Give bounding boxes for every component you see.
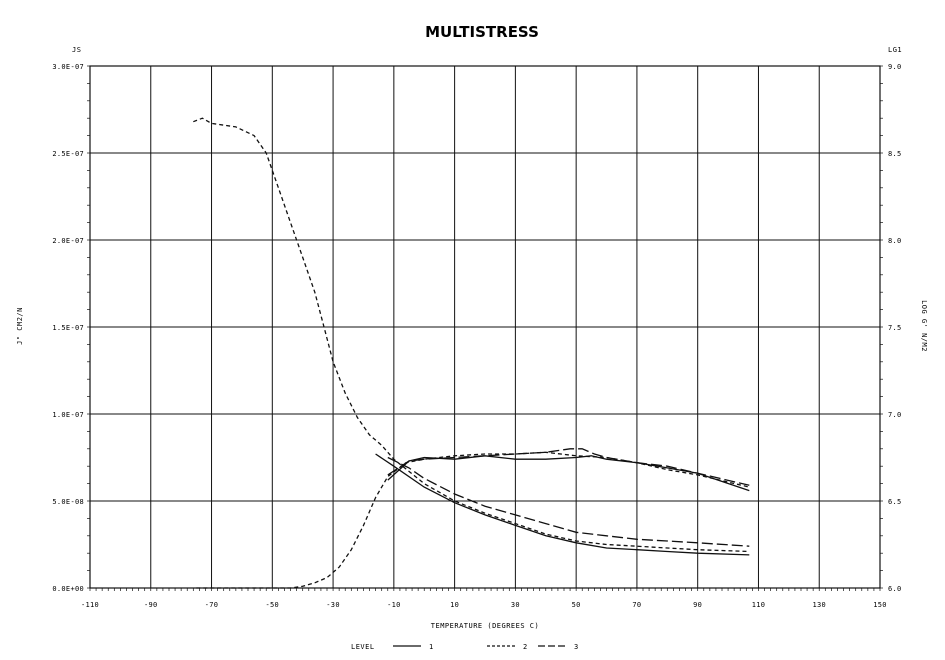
series-line-2-right bbox=[193, 117, 750, 553]
x-tick-label: 90 bbox=[693, 601, 702, 609]
x-tick-label: -10 bbox=[387, 601, 401, 609]
y-right-tick-labels: 6.0 6.5 7.0 7.5 8.0 8.5 9.0 bbox=[888, 63, 902, 593]
y-left-axis-label: J" CM2/N bbox=[16, 307, 24, 345]
series-layer bbox=[193, 117, 750, 589]
x-tick-label: -110 bbox=[81, 601, 99, 609]
x-tick-label: 110 bbox=[752, 601, 766, 609]
right-unit-label: LG1 bbox=[888, 46, 902, 54]
y-left-tick-label: 2.0E-07 bbox=[52, 237, 84, 245]
minor-ticks bbox=[87, 65, 883, 591]
grid bbox=[89, 65, 881, 589]
chart-title: MULTISTRESS bbox=[425, 23, 539, 41]
y-left-tick-label: 1.0E-07 bbox=[52, 411, 84, 419]
x-axis-label: TEMPERATURE (DEGREES C) bbox=[431, 622, 539, 630]
y-left-tick-label: 3.0E-07 bbox=[52, 63, 84, 71]
left-unit-label: JS bbox=[72, 46, 81, 54]
y-left-tick-label: 1.5E-07 bbox=[52, 324, 84, 332]
y-left-tick-label: 0.0E+00 bbox=[52, 585, 84, 593]
x-tick-label: -90 bbox=[144, 601, 158, 609]
x-tick-labels: -110 -90 -70 -50 -30 -10 10 30 50 70 90 110 130 150 bbox=[81, 601, 887, 609]
x-tick-label: 10 bbox=[450, 601, 459, 609]
y-right-tick-label: 7.5 bbox=[888, 324, 902, 332]
y-right-axis-label: LOG G' N/M2 bbox=[920, 300, 928, 352]
y-right-tick-label: 8.5 bbox=[888, 150, 902, 158]
x-tick-label: 30 bbox=[511, 601, 520, 609]
y-right-tick-label: 8.0 bbox=[888, 237, 902, 245]
y-left-tick-label: 2.5E-07 bbox=[52, 150, 84, 158]
legend-label-1: 1 bbox=[429, 643, 434, 651]
series-line-3-right bbox=[387, 456, 750, 547]
x-tick-label: 150 bbox=[873, 601, 887, 609]
series-line-1-right bbox=[375, 453, 750, 556]
x-tick-label: -50 bbox=[266, 601, 280, 609]
series-line-1-left bbox=[387, 455, 750, 492]
y-right-tick-label: 6.5 bbox=[888, 498, 902, 506]
plot-frame bbox=[89, 65, 881, 589]
x-tick-label: -30 bbox=[326, 601, 340, 609]
legend: LEVEL 1 2 3 bbox=[351, 643, 579, 651]
series-line-3-left bbox=[387, 448, 750, 486]
series-line-2-left bbox=[196, 451, 750, 589]
x-tick-label: 50 bbox=[572, 601, 581, 609]
y-right-tick-label: 7.0 bbox=[888, 411, 902, 419]
y-right-tick-label: 6.0 bbox=[888, 585, 902, 593]
x-tick-label: -70 bbox=[205, 601, 219, 609]
legend-label-3: 3 bbox=[574, 643, 579, 651]
x-tick-label: 70 bbox=[632, 601, 641, 609]
legend-title: LEVEL bbox=[351, 643, 375, 651]
y-left-tick-labels: 0.0E+00 5.0E-08 1.0E-07 1.5E-07 2.0E-07 2.5E-… bbox=[52, 63, 84, 593]
y-left-tick-label: 5.0E-08 bbox=[52, 498, 84, 506]
y-right-tick-label: 9.0 bbox=[888, 63, 902, 71]
legend-label-2: 2 bbox=[523, 643, 528, 651]
x-tick-label: 130 bbox=[812, 601, 826, 609]
